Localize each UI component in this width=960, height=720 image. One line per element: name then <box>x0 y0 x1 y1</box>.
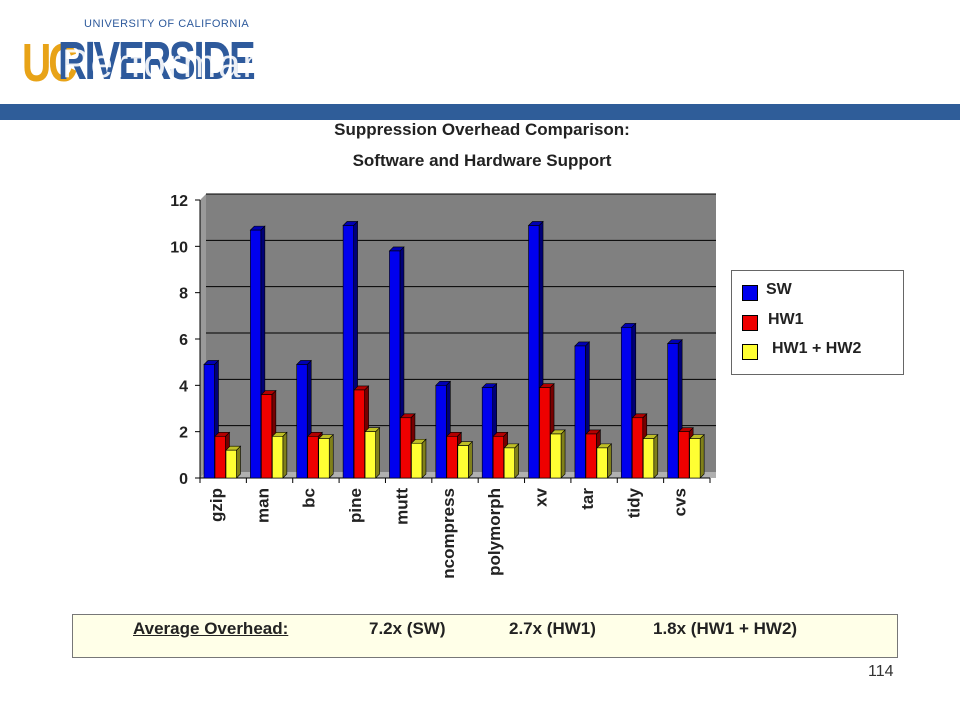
bar-sw <box>203 364 215 479</box>
bar-hw2 <box>503 447 515 479</box>
bar-hw1 <box>307 435 319 479</box>
bar-hw1 <box>446 435 458 479</box>
y-tick-label: 12 <box>170 193 188 210</box>
bar-hw2 <box>550 433 562 479</box>
bar-hw2 <box>689 438 701 479</box>
bar-hw2 <box>596 447 608 479</box>
bar-sw <box>342 225 354 479</box>
legend-swatch-sw <box>742 285 758 301</box>
bar-sw <box>620 327 633 479</box>
bar-hw1 <box>261 394 273 479</box>
logo-university-text: UNIVERSITY OF CALIFORNIA <box>84 18 250 30</box>
x-category-label: xv <box>532 487 551 506</box>
bar-hw2-side <box>421 438 427 479</box>
legend-label-sw: SW <box>766 281 792 298</box>
bar-hw2-side <box>607 443 612 479</box>
bar-hw2 <box>411 442 423 479</box>
bar-hw2 <box>318 438 330 479</box>
y-tick-label: 0 <box>179 471 188 488</box>
bar-sw <box>481 387 493 479</box>
x-category-label: mutt <box>392 488 411 525</box>
chart-subtitle: Software and Hardware Support <box>352 151 612 170</box>
legend-swatch-hw1 <box>742 315 758 331</box>
x-category-label: man <box>253 488 272 523</box>
average-hw2-value: 1.8x (HW1 + HW2) <box>653 619 798 638</box>
average-overhead-label: Average Overhead: <box>133 619 289 638</box>
bar-hw2 <box>457 445 469 479</box>
x-category-label: pine <box>346 488 365 523</box>
bar-hw2-side <box>699 433 705 479</box>
x-category-label: polymorph <box>485 488 504 576</box>
average-sw-value: 7.2x (SW) <box>369 619 446 638</box>
average-overhead-box: Average Overhead: 7.2x (SW) 2.7x (HW1) 1… <box>72 614 898 658</box>
bar-hw1 <box>539 387 551 479</box>
bar-hw1 <box>492 435 504 479</box>
x-category-label: tidy <box>624 487 643 518</box>
bar-hw2-side <box>514 443 519 479</box>
bar-hw2 <box>642 438 655 479</box>
bar-hw2-side <box>375 426 380 479</box>
bar-sw <box>296 364 308 479</box>
bar-hw1 <box>631 417 644 479</box>
chart-title: Suppression Overhead Comparison: <box>334 120 630 139</box>
legend-swatch-hw2 <box>742 344 758 360</box>
bar-sw <box>528 225 540 479</box>
bar-hw2 <box>225 449 237 479</box>
logo-uc-text: UC <box>22 33 78 93</box>
x-category-label: gzip <box>207 488 226 522</box>
bar-hw2-side <box>328 433 334 479</box>
y-tick-label: 10 <box>170 239 188 256</box>
chart-legend: SW HW1 HW1 + HW2 <box>731 270 904 375</box>
bar-hw2-side <box>282 431 288 479</box>
bar-hw2-side <box>560 429 566 479</box>
bar-hw1 <box>400 417 412 479</box>
bar-hw1 <box>353 389 365 479</box>
bar-sw <box>574 345 586 479</box>
average-hw1-value: 2.7x (HW1) <box>509 619 596 638</box>
bar-sw <box>667 343 679 479</box>
legend-label-hw1: HW1 <box>768 311 804 328</box>
bar-hw2-side <box>468 440 473 479</box>
y-tick-label: 4 <box>179 378 188 395</box>
bar-hw2 <box>272 435 284 479</box>
x-category-label: ncompress <box>439 488 458 579</box>
bar-hw2-side <box>236 445 241 479</box>
bar-hw1 <box>585 433 597 479</box>
page-number: 114 <box>868 663 894 680</box>
bar-sw <box>389 250 401 479</box>
bar-hw1 <box>214 435 226 479</box>
bar-sw <box>250 229 262 479</box>
bar-hw2-side <box>653 433 659 479</box>
legend-label-hw2: HW1 + HW2 <box>772 340 862 357</box>
x-category-label: bc <box>300 488 319 508</box>
slide-title: Performance <box>62 42 313 86</box>
bar-hw2 <box>364 431 376 479</box>
x-category-label: cvs <box>671 488 690 516</box>
bar-sw <box>435 385 447 479</box>
y-tick-label: 6 <box>179 332 188 349</box>
y-tick-label: 8 <box>179 286 188 303</box>
logo-riverside-text: RIVERSIDE <box>58 31 256 91</box>
x-category-label: tar <box>578 488 597 510</box>
header-bar <box>0 104 960 120</box>
bar-hw1 <box>678 431 690 479</box>
university-logo: UNIVERSITY OF CALIFORNIA UC RIVERSIDE Pe… <box>22 14 311 93</box>
y-tick-label: 2 <box>179 425 188 442</box>
